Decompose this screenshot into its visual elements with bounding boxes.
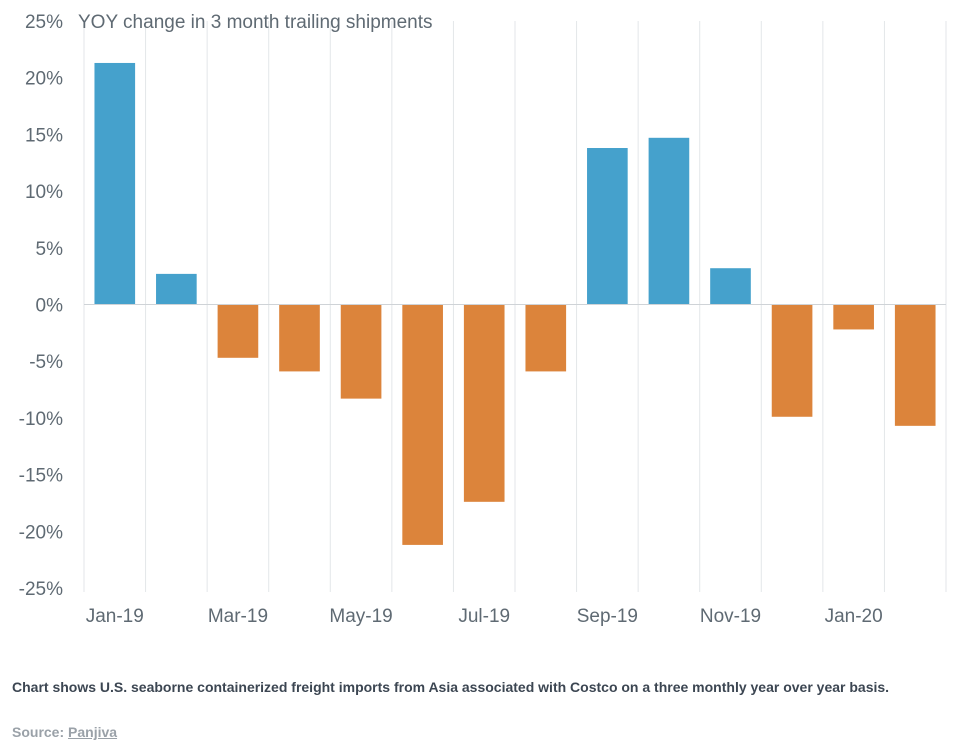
y-tick-label: -15% [19,466,63,487]
x-tick-label: May-19 [329,606,392,627]
bar-jun-19 [402,304,443,545]
source-label: Source: [12,724,65,740]
bar-aug-19 [525,304,567,372]
bar-jan-20 [833,304,874,330]
y-tick-label: -25% [19,579,63,600]
y-tick-label: -5% [29,352,63,373]
bar-feb-19 [156,273,197,305]
x-tick-label: Jan-19 [86,606,144,627]
y-tick-label: 25% [25,12,63,33]
bar-apr-19 [279,304,320,372]
bar-feb-20 [894,304,936,426]
y-axis-ticks: -25% -20% -15% -10% -5% 0% 5% 10% 15% 20% 25% [19,12,63,600]
grid-lines [83,21,947,592]
bar-jul-19 [463,304,505,502]
y-tick-label: 0% [36,296,64,317]
bar-chart: -25% -20% -15% -10% -5% 0% 5% 10% 15% 20% 25% Jan-… [19,12,947,627]
x-axis-ticks: Jan-19 Mar-19 May-19 Jul-19 Sep-19 Nov-19 Jan-… [86,606,883,627]
bar-jan-19 [94,62,136,305]
x-tick-label: Nov-19 [700,606,761,627]
bar-dec-19 [771,304,813,417]
y-tick-label: -10% [19,409,63,430]
bar-mar-19 [217,304,259,358]
chart-title: YOY change in 3 month trailing shipments [78,12,433,33]
bar-sep-19 [587,148,628,305]
source-line: Source: Panjiva [12,724,117,740]
y-tick-label: 20% [25,69,63,90]
y-tick-label: 15% [25,125,63,146]
bar-oct-19 [648,137,690,305]
y-tick-label: -20% [19,522,63,543]
source-link[interactable]: Panjiva [68,724,118,740]
bar-may-19 [340,304,382,399]
x-tick-label: Jan-20 [825,606,883,627]
x-tick-label: Mar-19 [208,606,268,627]
bar-nov-19 [710,268,751,305]
x-tick-label: Jul-19 [458,606,510,627]
y-tick-label: 10% [25,182,63,203]
x-tick-label: Sep-19 [577,606,638,627]
bars [84,62,946,545]
chart-caption: Chart shows U.S. seaborne containerized … [12,679,890,695]
y-tick-label: 5% [36,239,64,260]
